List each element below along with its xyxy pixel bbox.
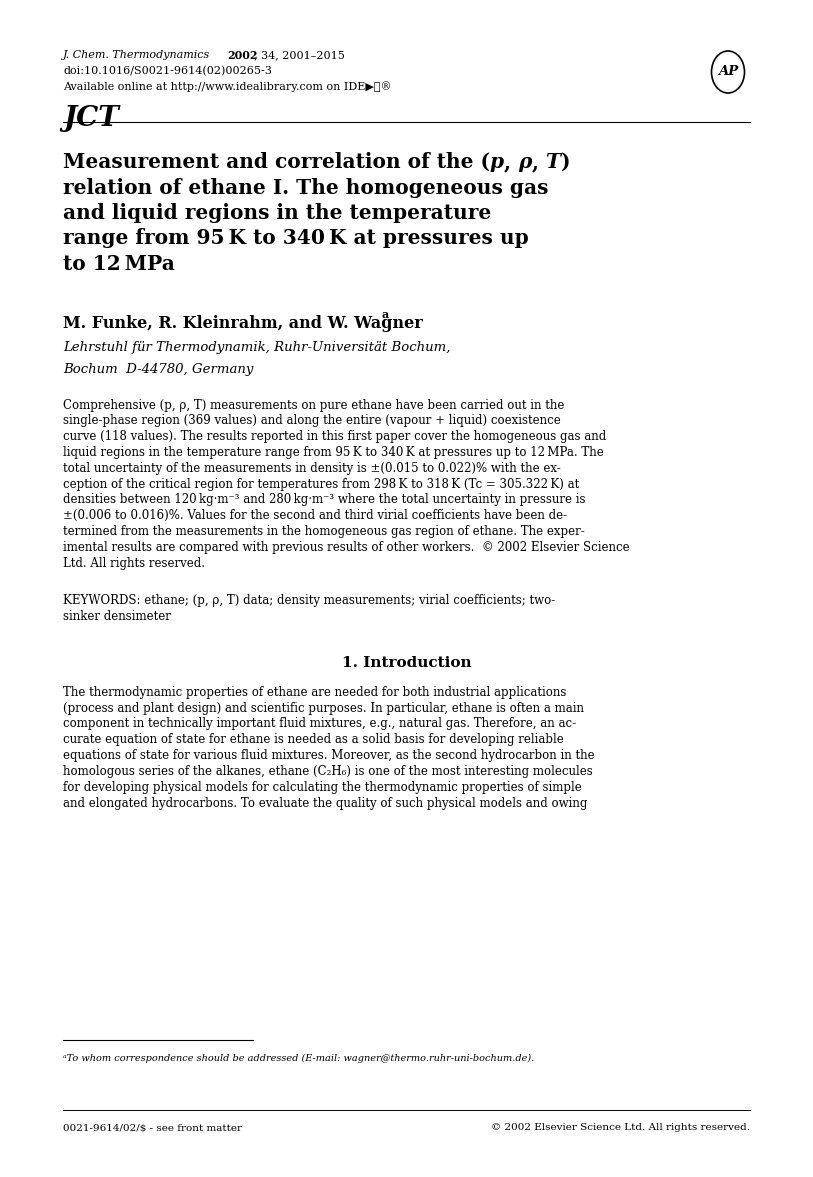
Text: and liquid regions in the temperature: and liquid regions in the temperature — [63, 202, 491, 222]
Text: © 2002 Elsevier Science Ltd. All rights reserved.: © 2002 Elsevier Science Ltd. All rights … — [491, 1123, 750, 1132]
Text: homologous series of the alkanes, ethane (C₂H₆) is one of the most interesting m: homologous series of the alkanes, ethane… — [63, 765, 593, 778]
Text: relation of ethane I. The homogeneous gas: relation of ethane I. The homogeneous ga… — [63, 178, 549, 198]
Text: ): ) — [560, 152, 570, 172]
Text: Available online at http://www.idealibrary.com on IDE▶ℓ®: Available online at http://www.idealibra… — [63, 81, 392, 92]
Text: (process and plant design) and scientific purposes. In particular, ethane is oft: (process and plant design) and scientifi… — [63, 701, 584, 714]
Text: sinker densimeter: sinker densimeter — [63, 610, 171, 623]
Text: , 34, 2001–2015: , 34, 2001–2015 — [254, 49, 346, 60]
Text: for developing physical models for calculating the thermodynamic properties of s: for developing physical models for calcu… — [63, 780, 582, 793]
Text: Ltd. All rights reserved.: Ltd. All rights reserved. — [63, 557, 205, 570]
Text: KEYWORDS: ethane; (p, ρ, T) data; density measurements; virial coefficients; two: KEYWORDS: ethane; (p, ρ, T) data; densit… — [63, 594, 555, 607]
Text: total uncertainty of the measurements in density is ±(0.015 to 0.022)% with the : total uncertainty of the measurements in… — [63, 461, 561, 474]
Text: JCT: JCT — [63, 105, 119, 132]
Text: termined from the measurements in the homogeneous gas region of ethane. The expe: termined from the measurements in the ho… — [63, 525, 585, 538]
Text: liquid regions in the temperature range from 95 K to 340 K at pressures up to 12: liquid regions in the temperature range … — [63, 446, 604, 459]
Text: Lehrstuhl für Thermodynamik, Ruhr-Universität Bochum,: Lehrstuhl für Thermodynamik, Ruhr-Univer… — [63, 341, 450, 354]
Text: component in technically important fluid mixtures, e.g., natural gas. Therefore,: component in technically important fluid… — [63, 718, 576, 731]
Text: ᵃTo whom correspondence should be addressed (E-mail: wagner@thermo.ruhr-uni-boch: ᵃTo whom correspondence should be addres… — [63, 1053, 534, 1063]
Text: 1. Introduction: 1. Introduction — [341, 656, 472, 670]
Text: curate equation of state for ethane is needed as a solid basis for developing re: curate equation of state for ethane is n… — [63, 733, 563, 746]
Text: AP: AP — [718, 65, 738, 78]
Text: ,: , — [504, 152, 518, 172]
Text: ception of the critical region for temperatures from 298 K to 318 K (Tc = 305.32: ception of the critical region for tempe… — [63, 478, 579, 491]
Text: ρ: ρ — [518, 152, 532, 172]
Text: 0021-9614/02/$ - see front matter: 0021-9614/02/$ - see front matter — [63, 1123, 242, 1132]
Text: The thermodynamic properties of ethane are needed for both industrial applicatio: The thermodynamic properties of ethane a… — [63, 686, 567, 699]
Text: ±(0.006 to 0.016)%. Values for the second and third virial coefficients have bee: ±(0.006 to 0.016)%. Values for the secon… — [63, 510, 567, 523]
Text: ,: , — [532, 152, 546, 172]
Text: and elongated hydrocarbons. To evaluate the quality of such physical models and : and elongated hydrocarbons. To evaluate … — [63, 797, 587, 810]
Text: p: p — [490, 152, 504, 172]
Text: equations of state for various fluid mixtures. Moreover, as the second hydrocarb: equations of state for various fluid mix… — [63, 749, 594, 762]
Text: 2002: 2002 — [228, 49, 258, 61]
Text: Measurement and correlation of the (: Measurement and correlation of the ( — [63, 152, 490, 172]
Text: range from 95 K to 340 K at pressures up: range from 95 K to 340 K at pressures up — [63, 228, 528, 248]
Text: curve (118 values). The results reported in this first paper cover the homogeneo: curve (118 values). The results reported… — [63, 430, 606, 443]
Text: single-phase region (369 values) and along the entire (vapour + liquid) coexiste: single-phase region (369 values) and alo… — [63, 414, 561, 427]
Text: imental results are compared with previous results of other workers.  © 2002 Els: imental results are compared with previo… — [63, 540, 629, 553]
Text: J. Chem. Thermodynamics: J. Chem. Thermodynamics — [63, 49, 214, 60]
Text: Comprehensive (p, ρ, T) measurements on pure ethane have been carried out in the: Comprehensive (p, ρ, T) measurements on … — [63, 399, 564, 412]
Text: densities between 120 kg·m⁻³ and 280 kg·m⁻³ where the total uncertainty in press: densities between 120 kg·m⁻³ and 280 kg·… — [63, 493, 585, 506]
Text: a: a — [381, 308, 389, 319]
Text: T: T — [546, 152, 560, 172]
Text: doi:10.1016/S0021-9614(02)00265-3: doi:10.1016/S0021-9614(02)00265-3 — [63, 66, 272, 75]
Text: to 12 MPa: to 12 MPa — [63, 254, 175, 274]
Text: M. Funke, R. Kleinrahm, and W. Wagner: M. Funke, R. Kleinrahm, and W. Wagner — [63, 314, 423, 332]
Text: Bochum  D-44780, Germany: Bochum D-44780, Germany — [63, 363, 254, 375]
